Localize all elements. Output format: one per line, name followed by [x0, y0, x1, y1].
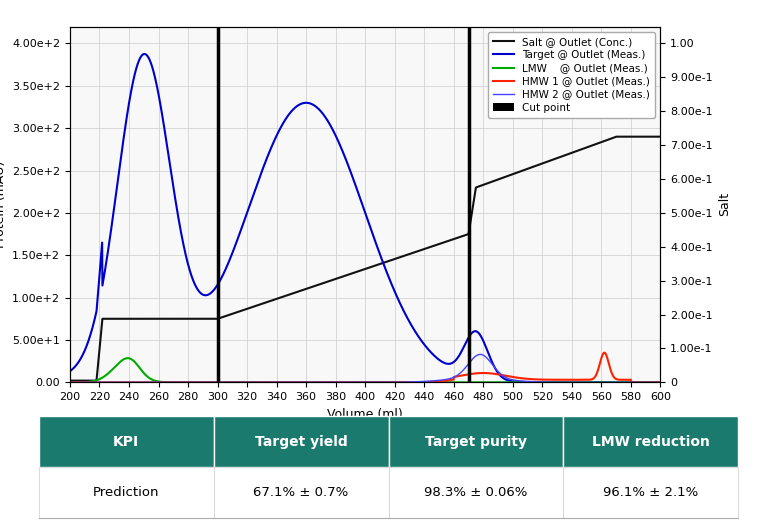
FancyBboxPatch shape	[39, 416, 214, 467]
Target @ Outlet (Meas.)	[353, 187, 362, 194]
Y-axis label: Salt: Salt	[719, 192, 731, 217]
HMW 2 @ Outlet (Meas.)	[639, 379, 648, 386]
Line: LMW    @ Outlet (Meas.): LMW @ Outlet (Meas.)	[70, 358, 660, 382]
LMW    @ Outlet (Meas.)	[124, 355, 133, 361]
HMW 1 @ Outlet (Meas.)	[530, 376, 539, 382]
Target @ Outlet (Meas.)	[639, 379, 648, 386]
Text: 67.1% ± 0.7%: 67.1% ± 0.7%	[253, 486, 349, 499]
FancyBboxPatch shape	[563, 467, 738, 518]
FancyBboxPatch shape	[214, 467, 388, 518]
LMW    @ Outlet (Meas.)	[353, 379, 362, 386]
LMW    @ Outlet (Meas.)	[531, 379, 540, 386]
HMW 2 @ Outlet (Meas.)	[531, 379, 540, 385]
HMW 2 @ Outlet (Meas.)	[353, 379, 362, 386]
Salt @ Outlet (Conc.)	[336, 274, 346, 280]
Text: Target purity: Target purity	[425, 435, 527, 449]
Salt @ Outlet (Conc.)	[656, 133, 665, 140]
Text: Prediction: Prediction	[93, 486, 159, 499]
FancyBboxPatch shape	[39, 467, 214, 518]
Target @ Outlet (Meas.)	[337, 146, 347, 152]
Y-axis label: Protein (mAU): Protein (mAU)	[0, 161, 6, 248]
Salt @ Outlet (Conc.)	[96, 340, 105, 347]
Text: Target yield: Target yield	[255, 435, 347, 449]
Target @ Outlet (Meas.)	[65, 368, 75, 374]
Salt @ Outlet (Conc.)	[65, 378, 75, 384]
Text: 96.1% ± 2.1%: 96.1% ± 2.1%	[603, 486, 699, 499]
LMW    @ Outlet (Meas.)	[633, 379, 643, 386]
Target @ Outlet (Meas.)	[96, 266, 105, 272]
FancyBboxPatch shape	[388, 467, 563, 518]
Line: Target @ Outlet (Meas.): Target @ Outlet (Meas.)	[70, 54, 660, 382]
HMW 2 @ Outlet (Meas.)	[96, 379, 105, 386]
HMW 1 @ Outlet (Meas.)	[656, 379, 665, 386]
HMW 2 @ Outlet (Meas.)	[65, 379, 75, 386]
Target @ Outlet (Meas.)	[639, 379, 648, 386]
HMW 1 @ Outlet (Meas.)	[639, 379, 648, 386]
HMW 1 @ Outlet (Meas.)	[336, 379, 346, 386]
LMW    @ Outlet (Meas.)	[656, 379, 665, 386]
HMW 1 @ Outlet (Meas.)	[65, 379, 75, 386]
X-axis label: Volume (ml): Volume (ml)	[327, 408, 403, 421]
HMW 2 @ Outlet (Meas.)	[639, 379, 648, 386]
HMW 2 @ Outlet (Meas.)	[476, 351, 485, 357]
Line: HMW 1 @ Outlet (Meas.): HMW 1 @ Outlet (Meas.)	[70, 353, 660, 382]
HMW 2 @ Outlet (Meas.)	[656, 379, 665, 386]
Target @ Outlet (Meas.)	[531, 379, 540, 386]
LMW    @ Outlet (Meas.)	[639, 379, 649, 386]
LMW    @ Outlet (Meas.)	[65, 379, 75, 386]
Legend: Salt @ Outlet (Conc.), Target @ Outlet (Meas.), LMW    @ Outlet (Meas.), HMW 1 @: Salt @ Outlet (Conc.), Target @ Outlet (…	[488, 32, 655, 118]
FancyBboxPatch shape	[214, 416, 388, 467]
HMW 1 @ Outlet (Meas.)	[639, 379, 648, 386]
Text: LMW reduction: LMW reduction	[592, 435, 709, 449]
Salt @ Outlet (Conc.)	[639, 133, 648, 140]
HMW 1 @ Outlet (Meas.)	[96, 379, 105, 386]
Salt @ Outlet (Conc.)	[639, 133, 648, 140]
Line: Salt @ Outlet (Conc.): Salt @ Outlet (Conc.)	[70, 136, 660, 381]
HMW 2 @ Outlet (Meas.)	[336, 379, 346, 386]
Text: 98.3% ± 0.06%: 98.3% ± 0.06%	[424, 486, 528, 499]
FancyBboxPatch shape	[388, 416, 563, 467]
FancyBboxPatch shape	[563, 416, 738, 467]
HMW 1 @ Outlet (Meas.)	[600, 349, 609, 356]
Salt @ Outlet (Conc.)	[530, 163, 539, 169]
Target @ Outlet (Meas.)	[140, 51, 149, 57]
HMW 1 @ Outlet (Meas.)	[353, 379, 362, 386]
LMW    @ Outlet (Meas.)	[96, 376, 105, 382]
LMW    @ Outlet (Meas.)	[639, 379, 648, 386]
Salt @ Outlet (Conc.)	[353, 269, 362, 275]
Target @ Outlet (Meas.)	[656, 379, 665, 386]
Line: HMW 2 @ Outlet (Meas.): HMW 2 @ Outlet (Meas.)	[70, 354, 660, 382]
Salt @ Outlet (Conc.)	[611, 133, 621, 140]
Text: KPI: KPI	[113, 435, 139, 449]
LMW    @ Outlet (Meas.)	[337, 379, 347, 386]
